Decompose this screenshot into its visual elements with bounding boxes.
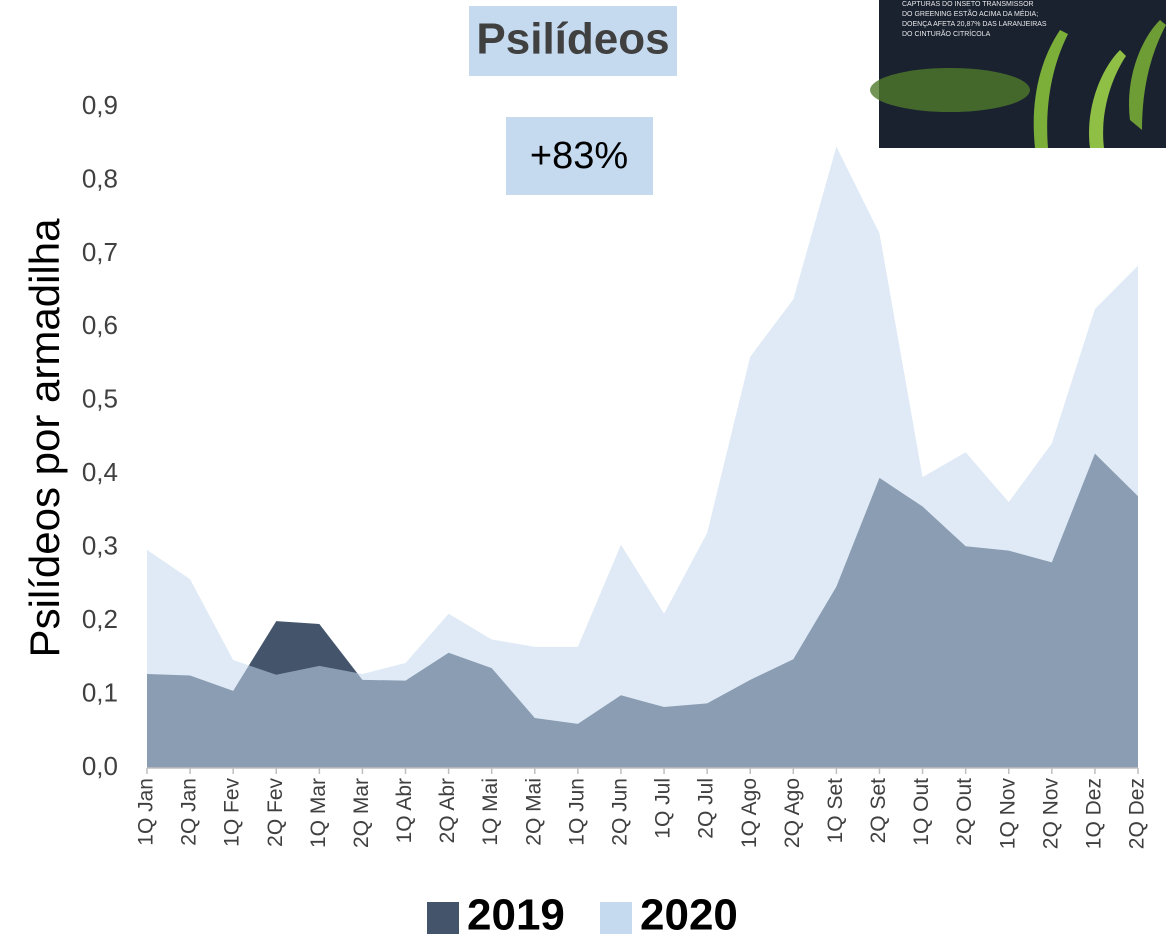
y-tick-label: 0,6 [82,310,118,340]
y-tick-label: 0,4 [82,457,118,487]
x-tick-label: 1Q Out [910,778,933,846]
x-tick-label: 1Q Mar [307,778,330,848]
inset-stem [1033,30,1068,148]
y-tick-label: 0,2 [82,604,118,634]
x-tick-label: 1Q Jul [652,778,675,839]
legend-swatch [600,902,632,934]
chart-title: Psilídeos [476,15,669,64]
x-tick-label: 2Q Set [867,778,890,844]
inset-stem [1089,50,1126,148]
x-tick-label: 1Q Abr [393,778,416,843]
y-tick-label: 0,5 [82,384,118,414]
inset-text: DOENÇA AFETA 20,87% DAS LARANJEIRAS [902,21,1047,28]
y-tick-label: 0,8 [82,163,118,193]
y-tick-label: 0,0 [82,751,118,781]
annotation: +83% [530,135,628,177]
inset-stem [1129,20,1166,130]
x-tick-label: 2Q Mai [522,778,545,846]
title-box [469,6,677,76]
x-tick-label: 2Q Jan [178,778,201,846]
x-tick-label: 2Q Jul [695,778,718,839]
x-tick-label: 2Q Nov [1039,778,1062,850]
legend-label: 2019 [467,891,565,938]
x-tick-label: 2Q Jun [609,778,632,846]
x-tick-label: 1Q Dez [1082,778,1105,849]
x-tick-label: 1Q Nov [996,778,1019,850]
x-tick-label: 1Q Jun [565,778,588,846]
x-tick-label: 1Q Jan [135,778,158,846]
x-tick-label: 2Q Dez [1126,778,1149,849]
x-tick-label: 1Q Set [824,778,847,844]
legend-swatch [427,902,459,934]
inset-text: DO CINTURÃO CITRÍCOLA [902,29,991,38]
area [147,146,1138,768]
inset-photo [870,0,1166,148]
annotation-box [506,117,653,195]
x-tick-label: 2Q Abr [436,778,459,843]
inset-text: CAPTURAS DO INSETO TRANSMISSOR [902,1,1034,8]
x-tick-label: 1Q Mai [479,778,502,846]
y-tick-label: 0,3 [82,531,118,561]
y-tick-label: 0,9 [82,90,118,120]
x-tick-label: 2Q Fev [264,778,287,847]
inset-text: DO GREENING ESTÃO ACIMA DA MÉDIA; [902,9,1038,18]
inset-leaf [870,68,1030,112]
y-tick-label: 0,7 [82,237,118,267]
x-tick-label: 2Q Mar [350,778,373,848]
legend-label: 2020 [640,891,738,938]
x-tick-label: 1Q Ago [738,778,761,848]
x-tick-label: 2Q Out [953,778,976,846]
y-tick-label: 0,1 [82,677,118,707]
x-tick-label: 2Q Ago [781,778,804,848]
x-tick-label: 1Q Fev [221,778,244,847]
y-axis-label: Psilídeos por armadilha [21,218,68,658]
